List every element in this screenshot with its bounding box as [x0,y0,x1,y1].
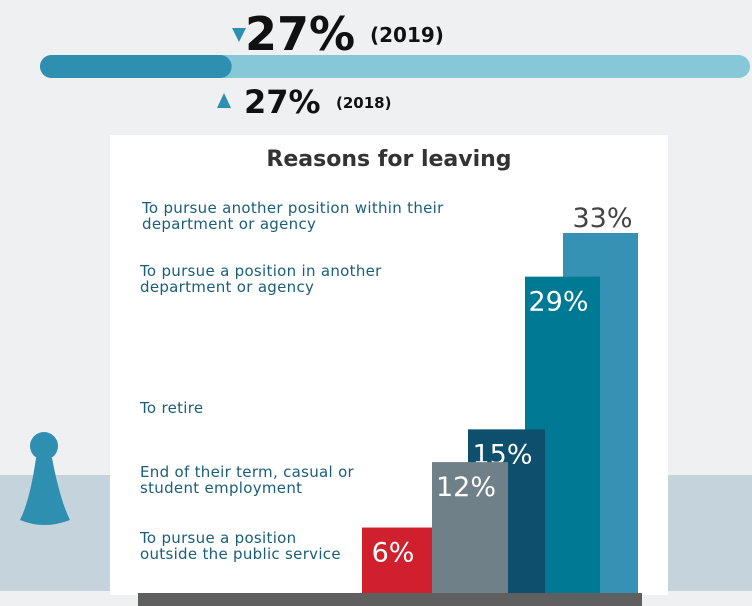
previous-year: (2018) [336,94,391,112]
progress-value: 27% [245,7,355,61]
pawn [20,432,70,525]
floor [138,593,642,606]
category-label: End of their term, casual or student emp… [140,463,355,497]
chart-title: Reasons for leaving [266,147,511,172]
value-label: 33% [572,203,632,234]
previous-value: 27% [244,83,321,121]
progress-year: (2019) [370,23,444,47]
value-label: 29% [528,287,588,318]
value-label: 6% [372,538,415,569]
bar [432,462,508,593]
category-label: To pursue a position outside the public … [140,529,341,563]
value-label: 12% [436,472,496,503]
up-arrow [217,93,231,108]
category-label: To retire [140,399,204,417]
bar [362,527,432,593]
category-label: To pursue another position within their … [142,199,444,233]
category-label: To pursue a position in another departme… [140,262,382,296]
progress-fill [40,55,232,78]
down-arrow [232,28,246,42]
